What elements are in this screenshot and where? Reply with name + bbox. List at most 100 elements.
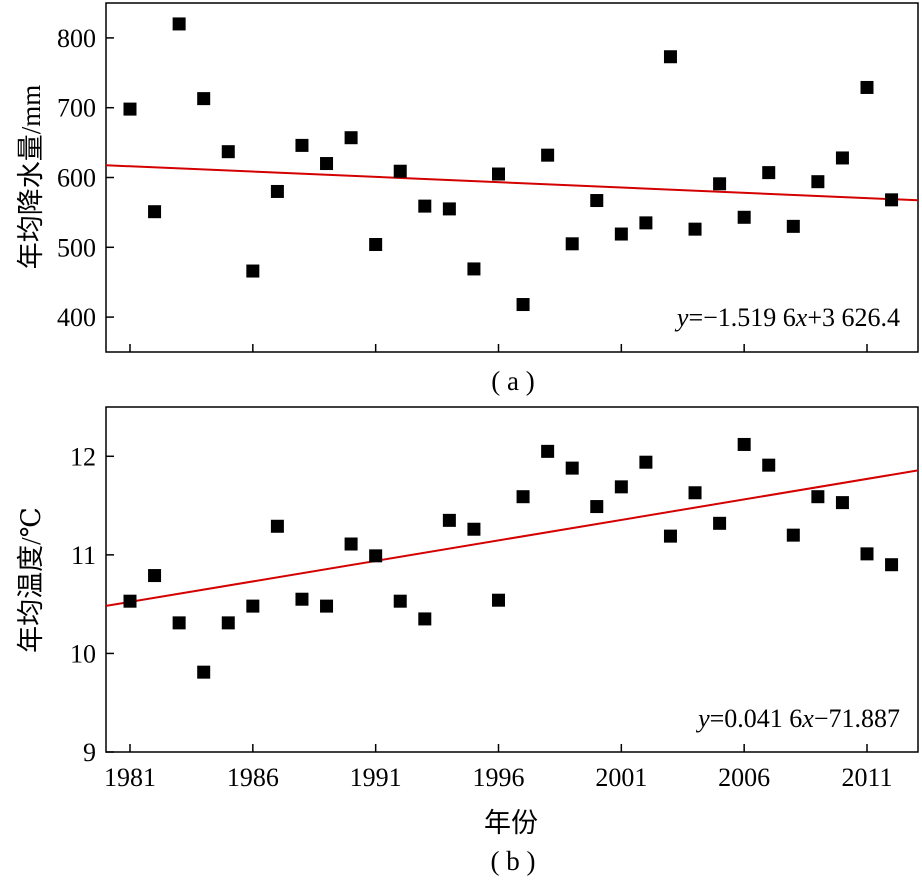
data-point [565, 461, 579, 475]
x-axis-label: 年份 [484, 808, 538, 838]
equation-y: y [695, 704, 710, 733]
data-point [295, 592, 309, 606]
data-point [270, 519, 284, 533]
regression-equation: y=−1.519 6x+3 626.4 [674, 303, 900, 332]
y-tick-label: 400 [57, 303, 96, 332]
x-axis-ticks [129, 344, 868, 352]
data-point [344, 537, 358, 551]
data-point [639, 216, 653, 230]
trend-line [105, 164, 919, 202]
data-point [172, 17, 186, 31]
y-tick-label: 12 [70, 442, 96, 471]
data-point [786, 528, 800, 542]
data-point [393, 594, 407, 608]
y-tick-label: 9 [83, 738, 96, 767]
data-point [393, 164, 407, 178]
data-point [762, 458, 776, 472]
x-tick-label: 1991 [350, 763, 402, 792]
x-tick-label: 2006 [718, 763, 770, 792]
y-tick-label: 500 [57, 233, 96, 262]
data-point [148, 569, 162, 583]
data-point [344, 131, 358, 145]
y-tick-label: 10 [70, 639, 96, 668]
data-point [197, 92, 211, 106]
data-point [442, 202, 456, 216]
data-point [246, 264, 260, 278]
plot-area-frame [105, 2, 919, 353]
data-point [713, 177, 727, 191]
data-point [467, 522, 481, 536]
data-point [835, 151, 849, 165]
data-point [270, 184, 284, 198]
data-point [762, 166, 776, 180]
y-axis-ticks: 9 10 11 12 [70, 442, 114, 767]
x-tick-label: 1981 [104, 763, 156, 792]
data-point [860, 547, 874, 561]
data-point [737, 210, 751, 224]
y-axis-label: 年均温度/℃ [16, 507, 46, 653]
y-tick-label: 700 [57, 94, 96, 123]
equation-slope: =−1.519 6 [688, 303, 795, 332]
data-points [123, 437, 899, 679]
data-point [442, 513, 456, 527]
data-point [590, 500, 604, 514]
chart-panel-b: 9 10 11 12 1981 1986 1991 1996 2001 2006 2011 年均温… [16, 406, 919, 876]
data-point [492, 167, 505, 181]
data-point [885, 193, 899, 207]
data-point [614, 480, 628, 494]
data-point [246, 599, 260, 613]
equation-x: x [801, 704, 814, 733]
data-point [541, 148, 555, 162]
data-point [786, 219, 800, 233]
data-point [663, 50, 677, 64]
data-point [811, 175, 825, 189]
data-point [516, 490, 530, 504]
data-point [418, 612, 432, 626]
x-tick-label: 2001 [595, 763, 647, 792]
chart-panel-a: 400 500 600 700 800 年均降水量/mm y=−1.519 6x+3 6… [16, 2, 919, 396]
data-point [516, 298, 530, 312]
x-tick-label: 1986 [227, 763, 279, 792]
equation-x: x [795, 303, 808, 332]
data-point [541, 444, 555, 458]
data-point [860, 80, 874, 94]
x-tick-label: 1996 [473, 763, 525, 792]
data-point [885, 558, 899, 572]
data-point [811, 490, 825, 504]
data-point [172, 616, 186, 630]
data-point [369, 549, 383, 563]
equation-slope: =0.041 6 [710, 704, 803, 733]
y-axis-ticks: 400 500 600 700 800 [57, 24, 114, 332]
x-tick-label: 2011 [841, 763, 892, 792]
data-point [123, 102, 137, 116]
data-point [639, 455, 653, 469]
y-tick-label: 800 [57, 24, 96, 53]
data-point [320, 599, 334, 613]
equation-intercept: −71.887 [814, 704, 900, 733]
data-point [492, 593, 505, 607]
x-axis-ticks: 1981 1986 1991 1996 2001 2006 2011 [104, 744, 893, 792]
trend-line [105, 469, 919, 607]
data-point [467, 262, 481, 276]
data-point [688, 486, 702, 500]
data-point [688, 222, 702, 236]
equation-y: y [674, 303, 689, 332]
data-point [614, 227, 628, 241]
panel-label-b: ( b ) [491, 846, 536, 876]
data-point [663, 529, 677, 543]
data-point [197, 665, 211, 679]
y-tick-label: 11 [71, 541, 96, 570]
data-point [590, 194, 604, 208]
data-point [418, 199, 432, 213]
data-point [565, 237, 579, 251]
data-point [713, 516, 727, 530]
data-point [320, 157, 334, 171]
data-point [369, 238, 383, 252]
data-point [123, 594, 137, 608]
data-points [123, 17, 899, 312]
data-point [737, 437, 751, 451]
regression-equation: y=0.041 6x−71.887 [695, 704, 900, 733]
equation-intercept: +3 626.4 [807, 303, 900, 332]
data-point [835, 496, 849, 510]
